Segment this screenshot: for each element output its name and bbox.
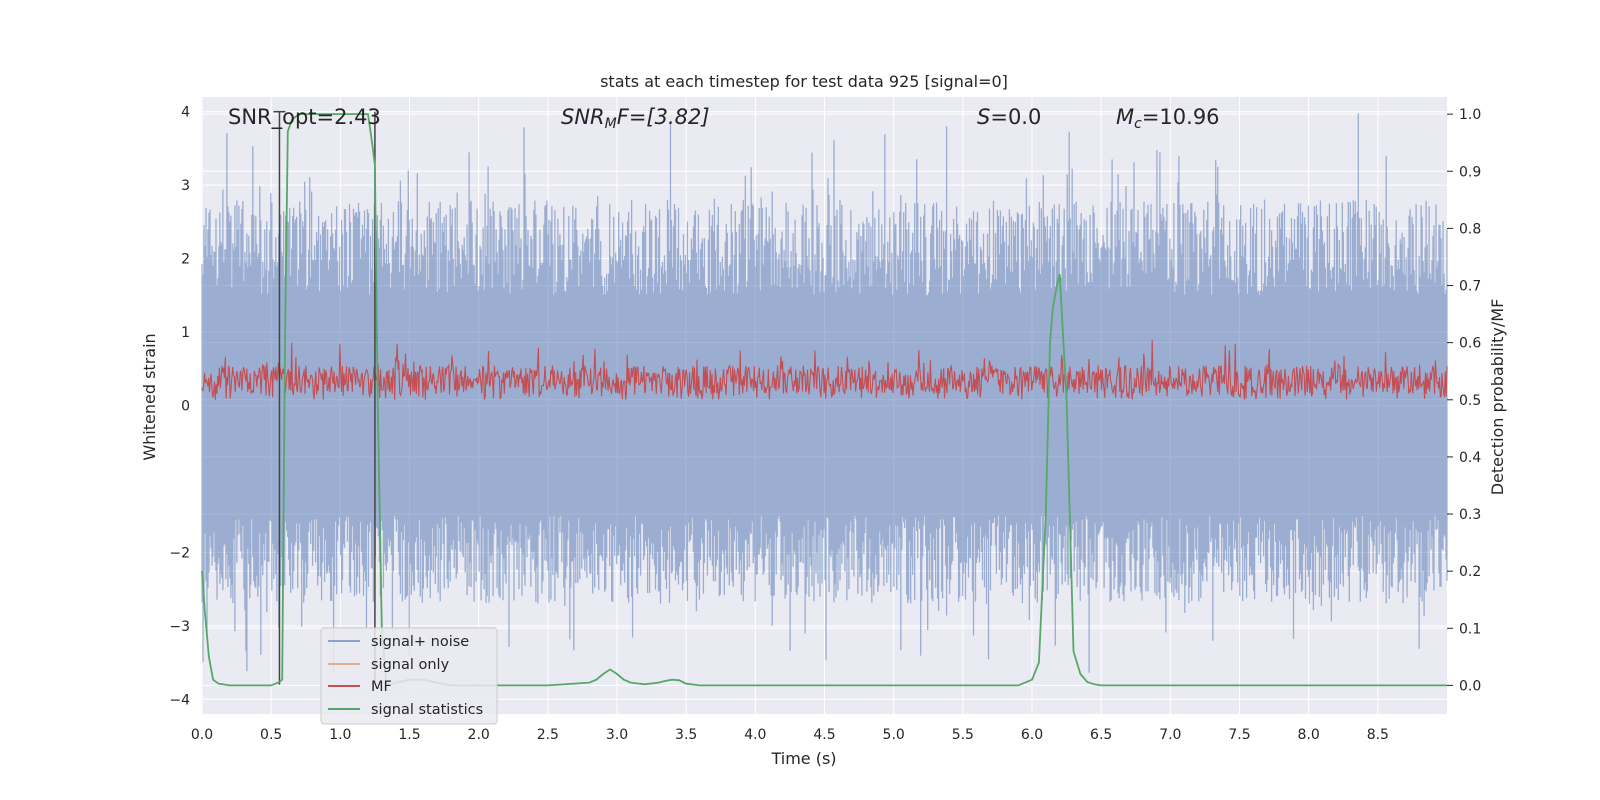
x-tick-label: 7.0 xyxy=(1159,727,1181,743)
axis-ticks: 0.0 0.5 1.0 1.5 2.0 2.5 3.0 3.5 4.0 4.5 5.0 5.5 6.0 6… xyxy=(169,105,1481,743)
y-tick-label-right: 0.6 xyxy=(1459,336,1481,352)
signal-statistics-line xyxy=(201,113,1447,687)
x-tick-label: 4.5 xyxy=(813,727,835,743)
x-tick-label: 1.0 xyxy=(329,727,351,743)
y-tick-label-right: 0.7 xyxy=(1459,279,1481,295)
series-mf xyxy=(201,339,1448,400)
x-tick-label: 2.0 xyxy=(468,727,490,743)
series-signal-statistics xyxy=(201,113,1447,687)
x-tick-label: 2.5 xyxy=(537,727,559,743)
y-tick-label-right: 0.4 xyxy=(1459,450,1481,466)
y-tick-label-left: 4 xyxy=(181,105,190,121)
y-tick-label-right: 0.0 xyxy=(1459,678,1481,694)
legend-label-mf: MF xyxy=(371,679,392,695)
y-tick-label-right: 0.1 xyxy=(1459,621,1481,637)
x-tick-label: 8.5 xyxy=(1367,727,1389,743)
y-axis-title-left: Whitened strain xyxy=(140,333,159,460)
annotation-mc: Mc=10.96 xyxy=(1116,105,1220,132)
x-tick-label: 3.5 xyxy=(675,727,697,743)
x-tick-label: 7.5 xyxy=(1228,727,1250,743)
legend-label-noise: signal+ noise xyxy=(371,634,469,650)
x-tick-label: 6.5 xyxy=(1090,727,1112,743)
y-tick-label-right: 0.5 xyxy=(1459,393,1481,409)
x-tick-label: 5.0 xyxy=(883,727,905,743)
chart-title: stats at each timestep for test data 925… xyxy=(600,72,1008,91)
x-tick-label: 6.0 xyxy=(1021,727,1043,743)
mf-line xyxy=(201,339,1448,400)
y-tick-label-left: 0 xyxy=(181,399,190,415)
x-tick-label: 0.5 xyxy=(260,727,282,743)
legend-frame xyxy=(320,627,498,725)
y-tick-label-left: 2 xyxy=(181,252,190,268)
y-tick-label-right: 0.9 xyxy=(1459,164,1481,180)
legend-label-signal-only: signal only xyxy=(371,657,450,673)
legend-label-signal-statistics: signal statistics xyxy=(371,702,483,718)
y-tick-label-right: 1.0 xyxy=(1459,107,1481,123)
y-tick-label-left: 1 xyxy=(181,325,190,341)
x-tick-label: 4.0 xyxy=(744,727,766,743)
y-axis-title-right: Detection probability/MF xyxy=(1488,299,1507,496)
y-tick-label-left: −3 xyxy=(169,619,190,635)
annotation-snr-opt: SNR_opt=2.43 xyxy=(228,105,381,130)
annotation-s: S=0.0 xyxy=(977,105,1041,129)
x-tick-label: 5.5 xyxy=(952,727,974,743)
y-tick-label-right: 0.2 xyxy=(1459,564,1481,580)
y-tick-label-left: 3 xyxy=(181,178,190,194)
y-tick-label-left: −2 xyxy=(169,545,190,561)
x-tick-label: 1.5 xyxy=(398,727,420,743)
x-tick-label: 3.0 xyxy=(606,727,628,743)
y-tick-label-left: −4 xyxy=(169,692,190,708)
x-axis-title: Time (s) xyxy=(770,749,836,768)
legend: signal+ noise signal only MF signal stat… xyxy=(320,627,498,725)
y-tick-label-right: 0.3 xyxy=(1459,507,1481,523)
x-tick-label: 8.0 xyxy=(1298,727,1320,743)
x-tick-label: 0.0 xyxy=(191,727,213,743)
y-tick-label-right: 0.8 xyxy=(1459,221,1481,237)
annotation-snr-mf: SNRMF=[3.82] xyxy=(561,105,710,132)
